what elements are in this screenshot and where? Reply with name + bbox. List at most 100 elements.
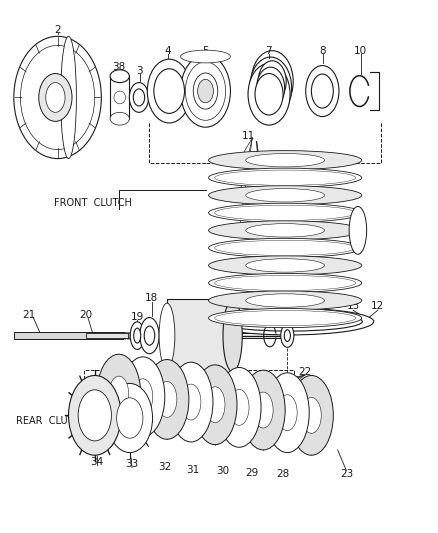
Ellipse shape: [289, 375, 332, 455]
Text: 7: 7: [265, 46, 271, 55]
Ellipse shape: [193, 365, 237, 445]
Ellipse shape: [133, 89, 145, 106]
Ellipse shape: [245, 171, 324, 184]
Ellipse shape: [169, 362, 212, 442]
Ellipse shape: [301, 398, 321, 433]
Ellipse shape: [68, 375, 121, 455]
Bar: [86, 333, 127, 338]
Ellipse shape: [130, 322, 144, 350]
Ellipse shape: [117, 398, 143, 438]
Ellipse shape: [181, 384, 201, 420]
Text: 8: 8: [319, 46, 325, 55]
Text: 23: 23: [339, 469, 352, 479]
Ellipse shape: [208, 185, 361, 205]
Text: 21: 21: [22, 310, 35, 320]
Ellipse shape: [214, 240, 355, 255]
Ellipse shape: [129, 83, 148, 112]
Ellipse shape: [134, 328, 141, 343]
Ellipse shape: [245, 189, 324, 202]
Ellipse shape: [20, 45, 95, 150]
Text: 13: 13: [346, 301, 359, 311]
Ellipse shape: [133, 379, 152, 415]
Text: 2: 2: [54, 25, 61, 35]
Ellipse shape: [249, 57, 291, 119]
Ellipse shape: [311, 74, 332, 108]
Text: 30: 30: [216, 466, 229, 476]
Text: 5: 5: [201, 46, 208, 55]
Ellipse shape: [140, 318, 159, 354]
Text: 32: 32: [158, 462, 171, 472]
Text: 19: 19: [131, 312, 144, 322]
Text: 12: 12: [371, 301, 384, 311]
Text: 3: 3: [136, 66, 143, 76]
Ellipse shape: [280, 324, 293, 348]
Ellipse shape: [208, 309, 361, 328]
Text: 15: 15: [245, 310, 258, 320]
Ellipse shape: [251, 51, 293, 112]
Ellipse shape: [229, 390, 248, 425]
Text: FRONT  CLUTCH: FRONT CLUTCH: [53, 198, 131, 208]
Text: 22: 22: [297, 367, 311, 377]
Ellipse shape: [253, 392, 272, 428]
Ellipse shape: [97, 354, 141, 434]
Text: 28: 28: [276, 469, 289, 479]
Ellipse shape: [245, 154, 324, 167]
Ellipse shape: [245, 206, 324, 220]
Ellipse shape: [109, 376, 128, 412]
Ellipse shape: [214, 310, 355, 326]
Ellipse shape: [147, 59, 191, 123]
Text: REAR  CLUTCH: REAR CLUTCH: [15, 416, 86, 426]
Ellipse shape: [245, 259, 324, 272]
Ellipse shape: [60, 36, 76, 159]
Ellipse shape: [110, 112, 129, 125]
Text: 14: 14: [237, 321, 250, 331]
Text: 11: 11: [241, 131, 254, 141]
Ellipse shape: [208, 221, 361, 240]
Ellipse shape: [205, 308, 373, 335]
Ellipse shape: [208, 238, 361, 257]
Ellipse shape: [217, 368, 261, 447]
Ellipse shape: [214, 276, 355, 290]
Ellipse shape: [245, 311, 324, 325]
Ellipse shape: [153, 69, 184, 114]
Ellipse shape: [214, 170, 355, 185]
Ellipse shape: [348, 206, 366, 254]
Ellipse shape: [216, 312, 361, 331]
Ellipse shape: [208, 273, 361, 293]
Ellipse shape: [78, 390, 111, 441]
Ellipse shape: [214, 205, 355, 221]
Ellipse shape: [144, 326, 154, 345]
Ellipse shape: [193, 73, 217, 109]
Text: 31: 31: [186, 465, 199, 474]
Text: 18: 18: [145, 293, 158, 303]
Ellipse shape: [245, 294, 324, 307]
Text: 38: 38: [112, 62, 125, 72]
Ellipse shape: [208, 203, 361, 222]
Ellipse shape: [241, 370, 285, 450]
Ellipse shape: [305, 66, 338, 117]
Bar: [166, 300, 232, 372]
Ellipse shape: [197, 79, 213, 103]
Bar: [14, 333, 123, 339]
Ellipse shape: [121, 357, 164, 437]
Ellipse shape: [258, 61, 286, 102]
Ellipse shape: [245, 224, 324, 237]
Text: 33: 33: [125, 459, 138, 469]
Bar: [110, 76, 129, 119]
Ellipse shape: [205, 387, 224, 423]
Text: 34: 34: [90, 457, 103, 466]
Ellipse shape: [245, 276, 324, 289]
Text: 20: 20: [79, 310, 92, 320]
Ellipse shape: [247, 63, 290, 125]
Ellipse shape: [277, 395, 297, 431]
Ellipse shape: [256, 67, 284, 109]
Ellipse shape: [254, 74, 283, 115]
Ellipse shape: [265, 373, 308, 453]
Text: 17: 17: [267, 312, 280, 322]
Text: 4: 4: [164, 46, 171, 56]
Ellipse shape: [107, 383, 152, 453]
Ellipse shape: [185, 62, 225, 120]
Ellipse shape: [157, 382, 177, 417]
Text: 10: 10: [353, 46, 367, 55]
Ellipse shape: [208, 168, 361, 187]
